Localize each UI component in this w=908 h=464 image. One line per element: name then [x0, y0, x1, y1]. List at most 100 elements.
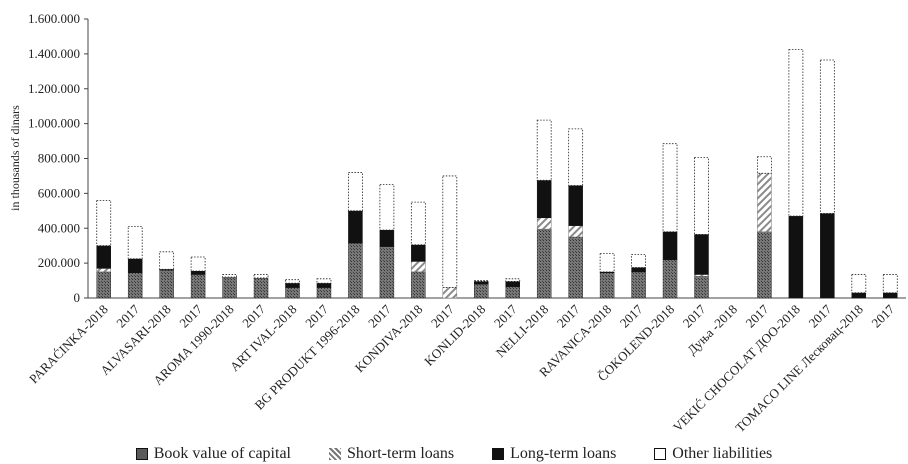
bar-other-liabilities — [568, 128, 584, 186]
bar-stack-23 — [819, 59, 835, 299]
bar-other-liabilities — [159, 251, 175, 270]
bar-long-term-loans — [820, 213, 835, 299]
bar-stack-18 — [662, 143, 678, 299]
bar-short-term-loans — [96, 268, 111, 273]
bar-stack-25 — [882, 274, 898, 299]
bar-other-liabilities — [694, 157, 709, 235]
bar-stack-16 — [599, 253, 615, 299]
bar-other-liabilities — [599, 253, 615, 273]
legend-swatch-long-term — [492, 448, 505, 460]
bar-other-liabilities — [348, 172, 363, 212]
bar-long-term-loans — [127, 258, 143, 273]
bar-other-liabilities — [190, 256, 206, 272]
bar-book-value-of-capital — [348, 242, 363, 299]
bar-stack-2 — [159, 251, 175, 299]
bar-stack-15 — [568, 128, 584, 299]
x-tick-label: PARAĆINKA-2018 — [26, 302, 111, 387]
legend-swatch-short-term — [329, 448, 341, 460]
bar-book-value-of-capital — [316, 287, 332, 299]
bar-stack-3 — [190, 256, 206, 299]
bar-stack-13 — [505, 278, 521, 299]
y-tick-label: 600.000 — [38, 185, 80, 200]
bar-book-value-of-capital — [411, 271, 426, 299]
bar-stack-0 — [96, 199, 112, 299]
axes — [87, 19, 906, 299]
bar-long-term-loans — [379, 229, 395, 247]
bar-long-term-loans — [316, 282, 332, 288]
legend-item-long-term: Long-term loans — [492, 444, 616, 464]
bar-book-value-of-capital — [190, 274, 206, 299]
bar-other-liabilities — [127, 226, 143, 260]
bar-long-term-loans — [348, 210, 363, 244]
bar-long-term-loans — [883, 292, 898, 299]
bar-stack-21 — [757, 156, 772, 299]
bar-other-liabilities — [473, 280, 489, 282]
x-tick-label: 2017 — [868, 301, 897, 330]
bar-long-term-loans — [96, 245, 111, 269]
legend-label-other: Other liabilities — [672, 445, 773, 462]
bar-long-term-loans — [694, 234, 709, 275]
bar-short-term-loans — [442, 287, 458, 299]
bar-stack-12 — [473, 280, 489, 299]
bar-other-liabilities — [442, 175, 458, 288]
bar-book-value-of-capital — [474, 283, 489, 299]
y-axis-label: in thousands of dinars — [8, 105, 22, 211]
bar-other-liabilities — [316, 278, 332, 284]
bar-long-term-loans — [411, 244, 426, 262]
bar-stack-4 — [222, 274, 237, 299]
bar-book-value-of-capital — [662, 259, 678, 299]
bar-book-value-of-capital — [568, 236, 583, 299]
bar-stack-11 — [442, 175, 458, 299]
bar-long-term-loans — [285, 282, 300, 288]
bar-long-term-loans — [190, 270, 206, 275]
bar-stack-1 — [127, 226, 143, 299]
bars — [96, 49, 898, 299]
bar-book-value-of-capital — [694, 275, 709, 299]
bar-stack-10 — [410, 201, 426, 299]
bar-book-value-of-capital — [599, 272, 615, 299]
bar-long-term-loans — [788, 215, 804, 299]
y-tick-label: 1.000.000 — [28, 116, 80, 131]
bar-other-liabilities — [379, 184, 395, 231]
bar-other-liabilities — [882, 274, 898, 294]
bar-stack-19 — [694, 157, 709, 299]
bar-long-term-loans — [536, 180, 552, 219]
bar-other-liabilities — [253, 274, 269, 279]
y-tick-label: 1.600.000 — [28, 11, 80, 26]
bar-book-value-of-capital — [127, 272, 143, 299]
legend-item-other: Other liabilities — [654, 444, 772, 464]
bar-stack-9 — [379, 184, 395, 299]
legend-swatch-other — [654, 448, 667, 460]
bar-stack-6 — [285, 279, 300, 299]
bar-other-liabilities — [788, 49, 804, 217]
bar-other-liabilities — [819, 59, 835, 214]
bar-other-liabilities — [851, 274, 867, 294]
y-tick-label: 200.000 — [38, 255, 80, 270]
legend-label-capital: Book value of capital — [153, 445, 291, 462]
y-tick-label: 1.200.000 — [28, 81, 80, 96]
bar-short-term-loans — [536, 217, 552, 230]
bar-book-value-of-capital — [505, 286, 520, 299]
bar-stack-14 — [536, 119, 552, 299]
bar-book-value-of-capital — [222, 276, 237, 299]
legend-item-short-term: Short-term loans — [329, 444, 454, 464]
y-tick-label: 0 — [74, 290, 81, 305]
chart-svg: in thousands of dinars 0 200.000 400.000 60… — [8, 11, 906, 435]
y-tick-label: 800.000 — [38, 151, 80, 166]
bar-book-value-of-capital — [631, 271, 646, 299]
bar-short-term-loans — [568, 225, 583, 238]
bar-other-liabilities — [631, 254, 646, 268]
y-tick-label: 400.000 — [38, 220, 80, 235]
legend-label-short-term: Short-term loans — [347, 445, 455, 462]
bar-book-value-of-capital — [285, 287, 300, 299]
bar-other-liabilities — [410, 201, 426, 246]
bar-stack-17 — [631, 254, 646, 299]
bar-short-term-loans — [694, 274, 709, 277]
y-tick-label: 1.400.000 — [28, 46, 80, 61]
bar-book-value-of-capital — [757, 231, 772, 299]
bar-book-value-of-capital — [253, 277, 269, 299]
legend: Book value of capital Short-term loans L… — [0, 444, 908, 464]
bar-stack-24 — [851, 274, 867, 299]
bar-short-term-loans — [411, 261, 426, 273]
